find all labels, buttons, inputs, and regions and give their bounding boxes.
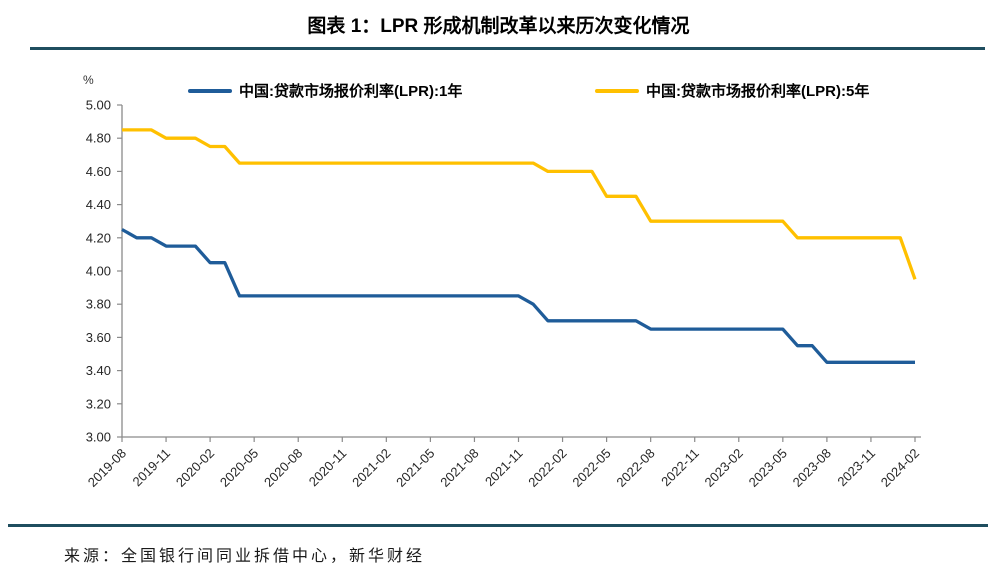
- x-tick-label: 2022-05: [569, 446, 613, 490]
- y-tick-label: 4.20: [86, 230, 111, 245]
- x-tick-label: 2023-02: [702, 446, 746, 490]
- x-tick-label: 2020-08: [261, 446, 305, 490]
- x-tick-label: 2021-02: [349, 446, 393, 490]
- legend-line-swatch-5y-icon: [595, 88, 639, 93]
- x-tick-label: 2020-11: [306, 446, 350, 490]
- title-divider-rule: [30, 47, 985, 50]
- x-tick-label: 2022-08: [613, 446, 657, 490]
- y-tick-label: 4.80: [86, 131, 111, 146]
- y-axis-unit-label: %: [83, 73, 94, 87]
- legend-line-swatch-1y-icon: [188, 88, 232, 93]
- footer-divider-rule: [8, 524, 988, 527]
- y-tick-label: 4.60: [86, 164, 111, 179]
- legend-label-lpr-1y: 中国:贷款市场报价利率(LPR):1年: [239, 83, 463, 100]
- source-attribution: 来源：全国银行间同业拆借中心，新华财经: [64, 548, 426, 565]
- y-tick-label: 4.00: [86, 264, 111, 279]
- y-tick-label: 3.20: [86, 396, 111, 411]
- legend-item-lpr-5y: 中国:贷款市场报价利率(LPR):5年: [595, 80, 869, 101]
- y-tick-label: 3.80: [86, 297, 111, 312]
- y-tick-label: 3.60: [86, 330, 111, 345]
- x-tick-label: 2021-05: [393, 446, 437, 490]
- x-tick-label: 2019-08: [85, 446, 129, 490]
- figure-title: 图表 1：LPR 形成机制改革以来历次变化情况: [307, 16, 690, 37]
- x-tick-label: 2019-11: [130, 446, 174, 490]
- legend-item-lpr-1y: 中国:贷款市场报价利率(LPR):1年: [188, 80, 462, 101]
- x-tick-label: 2023-11: [834, 446, 878, 490]
- x-tick-label: 2023-05: [746, 446, 790, 490]
- x-tick-label: 2022-11: [658, 446, 702, 490]
- x-tick-label: 2021-08: [437, 446, 481, 490]
- y-tick-label: 3.40: [86, 363, 111, 378]
- x-tick-label: 2020-05: [217, 446, 261, 490]
- x-tick-label: 2023-08: [790, 446, 834, 490]
- x-tick-label: 2020-02: [173, 446, 217, 490]
- y-tick-label: 3.00: [86, 430, 111, 445]
- x-tick-label: 2022-02: [525, 446, 569, 490]
- lpr-5y-line: [122, 128, 917, 280]
- y-tick-label: 5.00: [86, 98, 111, 113]
- lpr-1y-line: [121, 228, 915, 364]
- y-tick-label: 4.40: [86, 197, 111, 212]
- legend-label-lpr-5y: 中国:贷款市场报价利率(LPR):5年: [646, 83, 870, 100]
- x-tick-label: 2024-02: [878, 446, 922, 490]
- x-tick-label: 2021-11: [482, 446, 526, 490]
